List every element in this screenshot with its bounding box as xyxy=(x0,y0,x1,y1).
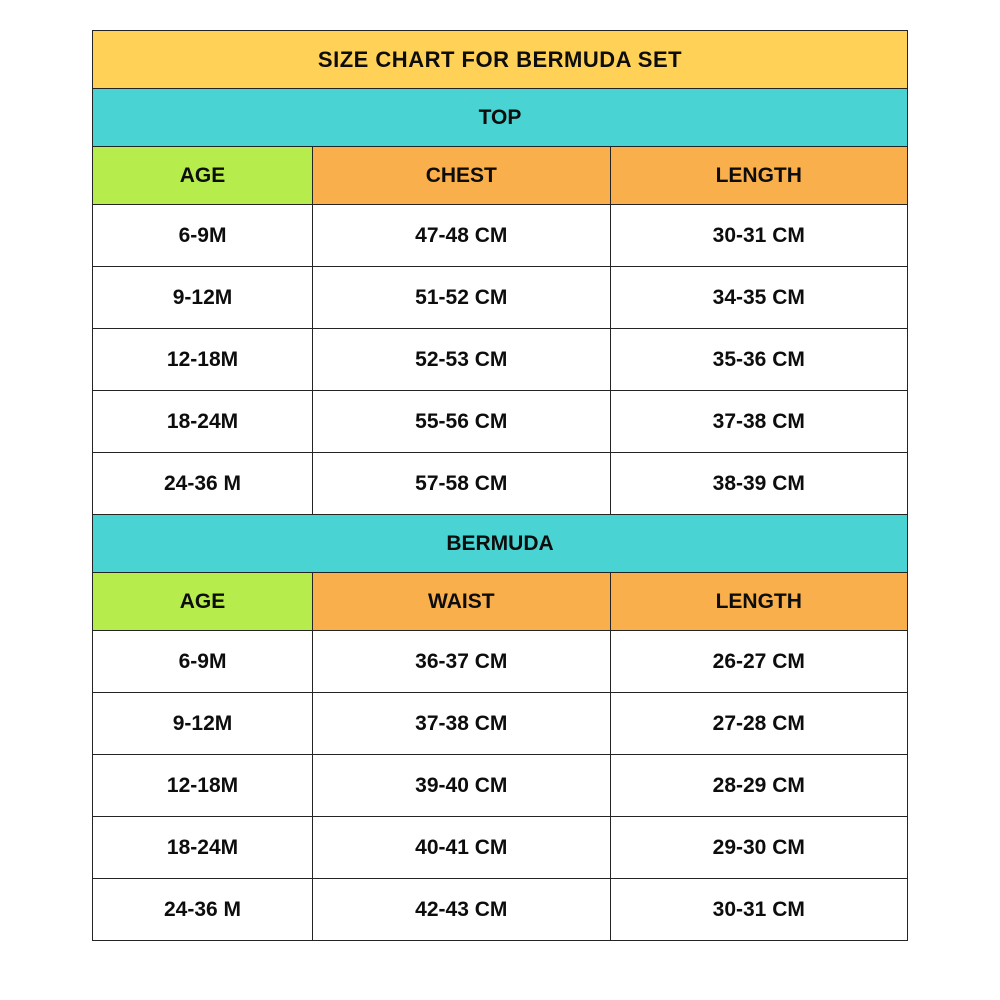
cell-chest: 47-48 CM xyxy=(313,205,610,267)
cell-waist: 40-41 CM xyxy=(313,817,610,879)
table-row: 9-12M 51-52 CM 34-35 CM xyxy=(93,267,908,329)
column-header-row-top: AGE CHEST LENGTH xyxy=(93,147,908,205)
cell-age: 6-9M xyxy=(93,205,313,267)
size-chart-table: SIZE CHART FOR BERMUDA SET TOP AGE CHEST… xyxy=(92,30,908,941)
cell-length: 35-36 CM xyxy=(610,329,907,391)
table-row: 9-12M 37-38 CM 27-28 CM xyxy=(93,693,908,755)
table-row: 18-24M 55-56 CM 37-38 CM xyxy=(93,391,908,453)
col-length: LENGTH xyxy=(610,147,907,205)
cell-length: 30-31 CM xyxy=(610,205,907,267)
table-row: 12-18M 52-53 CM 35-36 CM xyxy=(93,329,908,391)
col-waist: WAIST xyxy=(313,573,610,631)
cell-length: 38-39 CM xyxy=(610,453,907,515)
cell-waist: 42-43 CM xyxy=(313,879,610,941)
cell-waist: 39-40 CM xyxy=(313,755,610,817)
cell-length: 30-31 CM xyxy=(610,879,907,941)
cell-chest: 55-56 CM xyxy=(313,391,610,453)
table-row: 12-18M 39-40 CM 28-29 CM xyxy=(93,755,908,817)
section-header-bermuda: BERMUDA xyxy=(93,515,908,573)
cell-waist: 37-38 CM xyxy=(313,693,610,755)
cell-length: 27-28 CM xyxy=(610,693,907,755)
section-name: TOP xyxy=(93,89,908,147)
cell-age: 12-18M xyxy=(93,755,313,817)
table-row: 18-24M 40-41 CM 29-30 CM xyxy=(93,817,908,879)
col-age: AGE xyxy=(93,573,313,631)
cell-age: 24-36 M xyxy=(93,879,313,941)
cell-chest: 52-53 CM xyxy=(313,329,610,391)
cell-age: 24-36 M xyxy=(93,453,313,515)
cell-length: 34-35 CM xyxy=(610,267,907,329)
section-header-top: TOP xyxy=(93,89,908,147)
chart-title: SIZE CHART FOR BERMUDA SET xyxy=(93,31,908,89)
cell-age: 9-12M xyxy=(93,267,313,329)
table-row: 6-9M 47-48 CM 30-31 CM xyxy=(93,205,908,267)
col-age: AGE xyxy=(93,147,313,205)
col-chest: CHEST xyxy=(313,147,610,205)
title-row: SIZE CHART FOR BERMUDA SET xyxy=(93,31,908,89)
col-length: LENGTH xyxy=(610,573,907,631)
cell-chest: 57-58 CM xyxy=(313,453,610,515)
cell-length: 29-30 CM xyxy=(610,817,907,879)
cell-age: 12-18M xyxy=(93,329,313,391)
cell-age: 18-24M xyxy=(93,817,313,879)
size-chart-page: SIZE CHART FOR BERMUDA SET TOP AGE CHEST… xyxy=(0,0,1000,1000)
table-row: 24-36 M 57-58 CM 38-39 CM xyxy=(93,453,908,515)
column-header-row-bermuda: AGE WAIST LENGTH xyxy=(93,573,908,631)
cell-chest: 51-52 CM xyxy=(313,267,610,329)
table-row: 6-9M 36-37 CM 26-27 CM xyxy=(93,631,908,693)
cell-age: 6-9M xyxy=(93,631,313,693)
cell-waist: 36-37 CM xyxy=(313,631,610,693)
table-row: 24-36 M 42-43 CM 30-31 CM xyxy=(93,879,908,941)
cell-age: 9-12M xyxy=(93,693,313,755)
cell-age: 18-24M xyxy=(93,391,313,453)
cell-length: 26-27 CM xyxy=(610,631,907,693)
section-name: BERMUDA xyxy=(93,515,908,573)
cell-length: 28-29 CM xyxy=(610,755,907,817)
cell-length: 37-38 CM xyxy=(610,391,907,453)
